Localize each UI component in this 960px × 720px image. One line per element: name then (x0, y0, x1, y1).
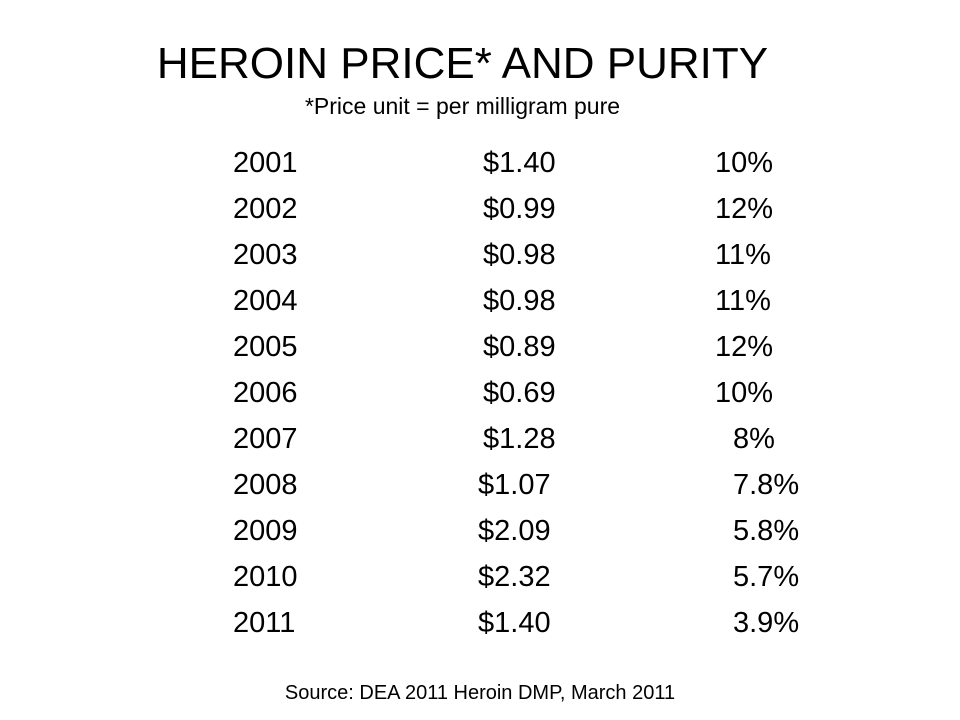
price-cell: $1.40 (478, 607, 551, 639)
price-cell: $0.98 (483, 239, 556, 271)
year-cell: 2006 (233, 377, 298, 409)
table-row: 2005 $0.89 12% (0, 324, 960, 370)
year-cell: 2001 (233, 147, 298, 179)
year-cell: 2003 (233, 239, 298, 271)
price-cell: $1.28 (483, 423, 556, 455)
table-row: 2010 $2.32 5.7% (0, 554, 960, 600)
slide-subtitle: *Price unit = per milligram pure (304, 93, 621, 119)
source-note: Source: DEA 2011 Heroin DMP, March 2011 (284, 682, 676, 704)
price-cell: $2.09 (478, 515, 551, 547)
table-row: 2002 $0.99 12% (0, 186, 960, 232)
price-cell: $0.89 (483, 331, 556, 363)
table-row: 2011 $1.40 3.9% (0, 600, 960, 646)
year-cell: 2009 (233, 515, 298, 547)
purity-cell: 3.9% (733, 607, 800, 639)
year-cell: 2010 (233, 561, 298, 593)
year-cell: 2008 (233, 469, 298, 501)
price-cell: $1.07 (478, 469, 551, 501)
price-cell: $0.98 (483, 285, 556, 317)
purity-cell: 7.8% (733, 469, 800, 501)
price-cell: $1.40 (483, 147, 556, 179)
year-cell: 2005 (233, 331, 298, 363)
purity-cell: 11% (715, 285, 771, 317)
table-row: 2003 $0.98 11% (0, 232, 960, 278)
price-purity-table: 2001 $1.40 10% 2002 $0.99 12% 2003 $0.98… (0, 140, 960, 650)
purity-cell: 5.7% (733, 561, 800, 593)
year-cell: 2011 (233, 607, 296, 639)
table-row: 2007 $1.28 8% (0, 416, 960, 462)
table-row: 2004 $0.98 11% (0, 278, 960, 324)
table-row: 2006 $0.69 10% (0, 370, 960, 416)
table-row: 2001 $1.40 10% (0, 140, 960, 186)
table-row: 2008 $1.07 7.8% (0, 462, 960, 508)
purity-cell: 10% (715, 147, 774, 179)
purity-cell: 12% (715, 193, 774, 225)
purity-cell: 5.8% (733, 515, 800, 547)
purity-cell: 12% (715, 331, 774, 363)
slide-title: HEROIN PRICE* AND PURITY (156, 39, 769, 88)
purity-cell: 8% (733, 423, 775, 455)
year-cell: 2002 (233, 193, 298, 225)
price-cell: $0.99 (483, 193, 556, 225)
year-cell: 2007 (233, 423, 298, 455)
table-row: 2009 $2.09 5.8% (0, 508, 960, 554)
price-cell: $0.69 (483, 377, 556, 409)
purity-cell: 11% (715, 239, 771, 271)
price-cell: $2.32 (478, 561, 551, 593)
year-cell: 2004 (233, 285, 298, 317)
purity-cell: 10% (715, 377, 774, 409)
